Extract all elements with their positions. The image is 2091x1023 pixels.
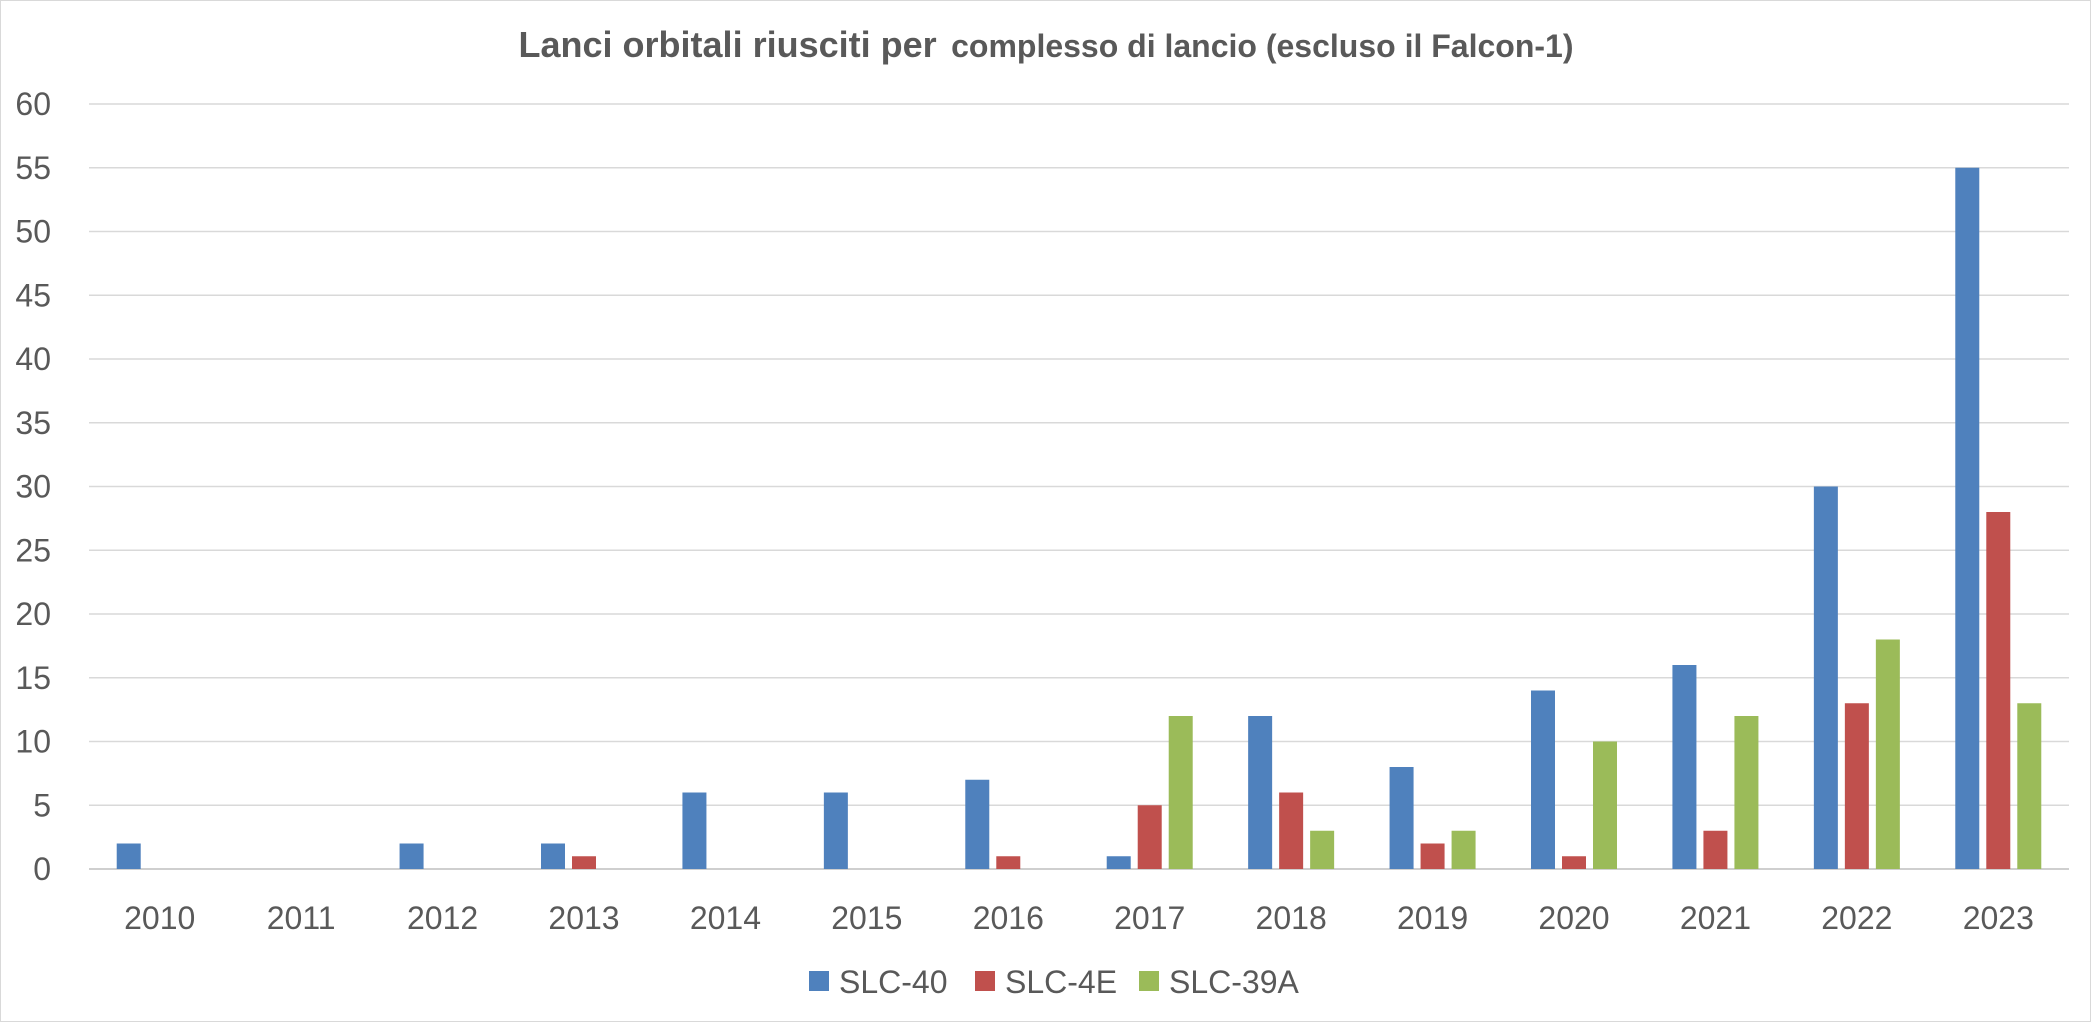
y-tick-label: 45 xyxy=(15,277,51,313)
bar-slc-39a-2020 xyxy=(1593,741,1617,869)
x-tick-label: 2017 xyxy=(1114,900,1185,936)
bar-slc-4e-2020 xyxy=(1562,856,1586,869)
legend-swatch-slc-39a xyxy=(1139,971,1159,991)
bars xyxy=(116,167,2042,869)
y-tick-label: 20 xyxy=(15,596,51,632)
bar-slc-39a-2017 xyxy=(1168,716,1193,869)
y-tick-label: 5 xyxy=(33,787,51,823)
x-tick-label: 2018 xyxy=(1256,900,1327,936)
x-tick-label: 2015 xyxy=(831,900,902,936)
x-tick-label: 2012 xyxy=(407,900,478,936)
y-tick-label: 0 xyxy=(33,851,51,887)
x-tick-label: 2022 xyxy=(1821,900,1892,936)
bar-slc-40-2019 xyxy=(1389,767,1414,869)
chart-title-main: Lanci orbitali riusciti per xyxy=(519,24,937,65)
bar-slc-4e-2021 xyxy=(1703,830,1728,869)
bar-slc-40-2015 xyxy=(823,792,848,869)
y-tick-label: 30 xyxy=(15,469,51,505)
bar-slc-40-2016 xyxy=(965,779,990,869)
bar-slc-4e-2013 xyxy=(572,856,596,869)
x-tick-label: 2019 xyxy=(1397,900,1468,936)
chart-title: Lanci orbitali riusciti per complesso di… xyxy=(519,24,1574,65)
bar-slc-39a-2019 xyxy=(1451,830,1476,869)
y-tick-label: 55 xyxy=(15,150,51,186)
legend-label-slc-39a: SLC-39A xyxy=(1169,964,1300,1000)
bar-slc-40-2023 xyxy=(1955,167,1980,869)
bar-slc-40-2014 xyxy=(682,792,707,869)
x-tick-label: 2021 xyxy=(1680,900,1751,936)
y-tick-label: 15 xyxy=(15,660,51,696)
bar-slc-4e-2018 xyxy=(1279,792,1304,869)
y-tick-label: 35 xyxy=(15,405,51,441)
chart-title-rest: complesso di lancio (escluso il Falcon-1… xyxy=(951,28,1573,64)
x-tick-label: 2013 xyxy=(548,900,619,936)
bar-slc-4e-2016 xyxy=(996,856,1021,869)
y-axis-ticks: 0 5 10 15 20 25 30 35 40 45 50 55 60 xyxy=(15,86,51,887)
bar-slc-40-2020 xyxy=(1531,690,1555,869)
x-tick-label: 2016 xyxy=(973,900,1044,936)
bar-slc-40-2018 xyxy=(1248,716,1273,869)
x-tick-label: 2011 xyxy=(267,900,336,936)
y-tick-label: 25 xyxy=(15,532,51,568)
gridlines xyxy=(89,103,2069,870)
x-tick-label: 2014 xyxy=(690,900,761,936)
y-tick-label: 60 xyxy=(15,86,51,122)
legend-swatch-slc-4e xyxy=(975,971,995,991)
bar-slc-4e-2019 xyxy=(1420,843,1445,869)
bar-slc-39a-2021 xyxy=(1734,716,1759,869)
x-tick-label: 2020 xyxy=(1538,900,1609,936)
y-tick-label: 10 xyxy=(15,724,51,760)
legend: SLC-40 SLC-4E SLC-39A xyxy=(809,964,1300,1000)
bar-slc-39a-2018 xyxy=(1310,830,1335,869)
bar-slc-40-2017 xyxy=(1106,856,1131,869)
bar-slc-40-2010 xyxy=(116,843,141,869)
bar-slc-39a-2023 xyxy=(2017,703,2042,869)
bar-slc-40-2021 xyxy=(1672,665,1697,869)
bar-slc-4e-2017 xyxy=(1137,805,1162,869)
legend-label-slc-40: SLC-40 xyxy=(839,964,948,1000)
x-tick-label: 2023 xyxy=(1963,900,2034,936)
bar-slc-39a-2022 xyxy=(1875,639,1900,869)
legend-label-slc-4e: SLC-4E xyxy=(1005,964,1117,1000)
bar-slc-4e-2022 xyxy=(1844,703,1869,869)
x-tick-label: 2010 xyxy=(124,900,195,936)
bar-slc-40-2022 xyxy=(1813,486,1838,869)
x-axis-ticks: 2010 2011 2012 2013 2014 2015 2016 2017 2018 2019… xyxy=(124,900,2034,936)
bar-slc-40-2012 xyxy=(399,843,424,869)
y-tick-label: 40 xyxy=(15,341,51,377)
legend-swatch-slc-40 xyxy=(809,971,829,991)
y-tick-label: 50 xyxy=(15,214,51,250)
bar-slc-40-2013 xyxy=(541,843,565,869)
bar-slc-4e-2023 xyxy=(1986,512,2011,869)
